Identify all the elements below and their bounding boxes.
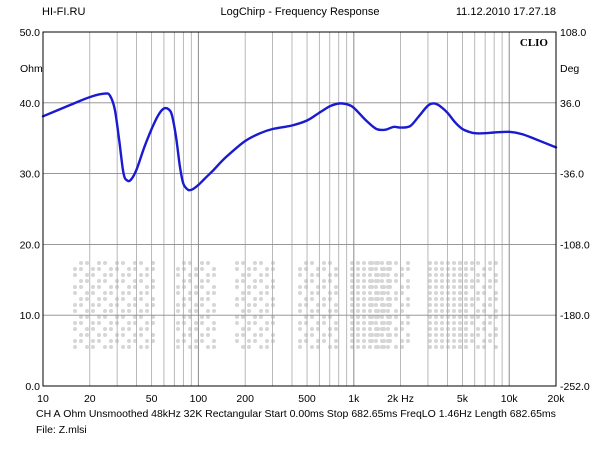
watermark-glyph — [370, 261, 410, 349]
x-tick-label: 20k — [548, 393, 566, 405]
watermark-glyph — [235, 261, 275, 349]
x-tick-label: 20 — [84, 393, 96, 405]
watermark-glyph — [73, 261, 113, 349]
watermark-glyph — [350, 261, 390, 349]
x-tick-label: 10 — [37, 393, 49, 405]
y2-tick-label: -252.0 — [560, 381, 590, 393]
watermark-glyph — [298, 261, 338, 349]
y-tick-label: 30.0 — [20, 169, 41, 181]
chart-title: LogChirp - Frequency Response — [220, 6, 380, 18]
axis-ticks: 10 20 50 100 200 500 1k 2k Hz 5k 10k 20k 0.0 10.0 20.… — [20, 27, 590, 405]
watermark-glyph — [458, 261, 498, 349]
x-tick-label: 5k — [457, 393, 469, 405]
footer-setting: Stop 682.65ms — [326, 408, 398, 420]
impedance-curve — [41, 92, 558, 192]
footer-setting: 48kHz — [151, 408, 181, 420]
watermark-glyph — [115, 261, 155, 349]
y2-tick-label: 36.0 — [560, 98, 581, 110]
watermark-glyph — [176, 261, 216, 349]
y-tick-label: 40.0 — [20, 98, 41, 110]
footer-file: File: Z.mlsi — [36, 424, 87, 436]
y2-tick-label: -108.0 — [560, 239, 590, 251]
x-tick-label: 1k — [348, 393, 360, 405]
footer-setting: FreqLO 1.46Hz — [400, 408, 472, 420]
series-layer — [41, 92, 558, 192]
y2-tick-label: -36.0 — [560, 169, 584, 181]
grid — [42, 31, 557, 387]
plot-frame — [42, 31, 557, 387]
footer-setting: Unsmoothed — [88, 408, 149, 420]
x-tick-label: 10k — [501, 393, 519, 405]
x-tick-label: 500 — [298, 393, 316, 405]
y-tick-label: 0.0 — [25, 381, 40, 393]
y-tick-label: 10.0 — [20, 310, 41, 322]
watermark-glyph — [428, 261, 468, 349]
header-timestamp: 11.12.2010 17.27.18 — [455, 6, 556, 18]
x-tick-label: 2k Hz — [387, 393, 414, 405]
clio-logo: CLIO — [520, 37, 549, 49]
footer-setting: Start 0.00ms — [264, 408, 325, 420]
y2-tick-label: 108.0 — [560, 27, 586, 39]
footer-setting: Ohm — [63, 408, 87, 420]
header-site-name: HI-FI.RU — [42, 6, 86, 18]
right-axis-unit: Deg — [560, 63, 579, 75]
y-tick-label: 50.0 — [20, 27, 41, 39]
footer-setting: CH A — [36, 408, 61, 420]
footer-settings: CH A Ohm Unsmoothed 48kHz 32K Rectangular Star… — [36, 408, 556, 420]
x-tick-label: 200 — [236, 393, 254, 405]
x-tick-label: 50 — [146, 393, 158, 405]
y-tick-label: 20.0 — [20, 239, 41, 251]
footer-setting: Length 682.65ms — [474, 408, 556, 420]
x-tick-label: 100 — [190, 393, 208, 405]
left-axis-unit: Ohm — [20, 63, 43, 75]
footer-setting: 32K — [183, 408, 203, 420]
y2-tick-label: -180.0 — [560, 310, 590, 322]
footer-setting: Rectangular — [205, 408, 262, 420]
